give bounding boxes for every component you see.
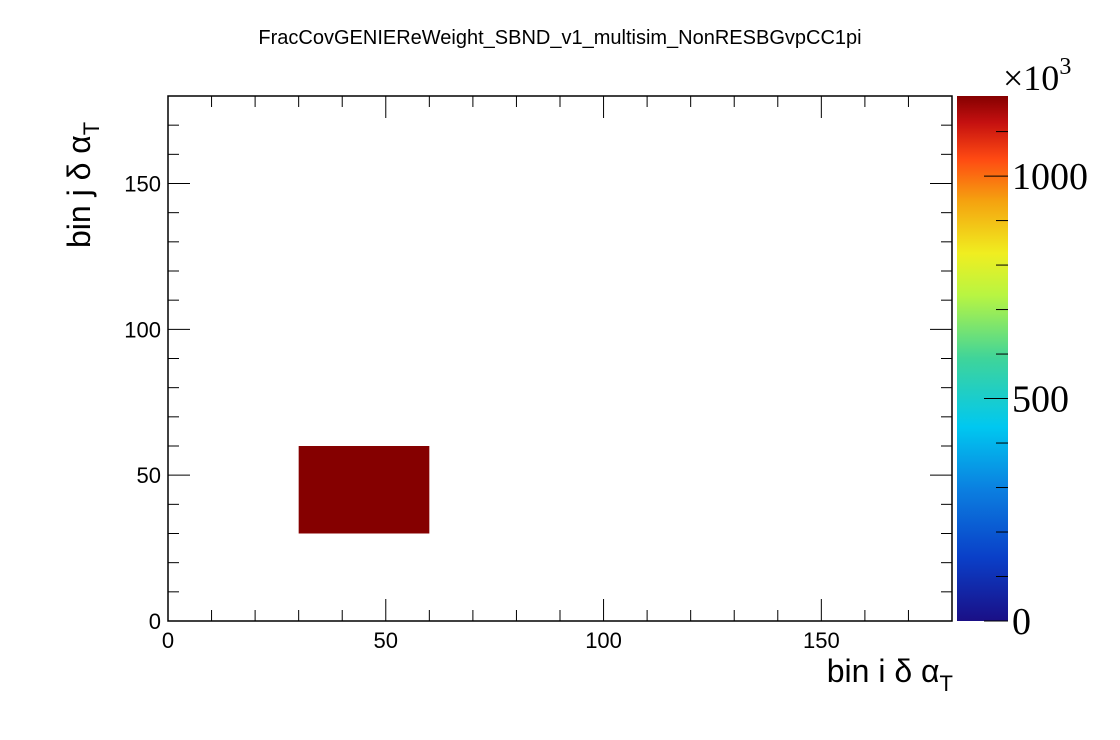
- y-tick-label-0: 0: [149, 609, 161, 634]
- colorbar-tick-label-1000: 1000: [1012, 156, 1088, 198]
- colorbar-exponent-power: 3: [1059, 54, 1071, 80]
- x-tick-label-50: 50: [374, 628, 398, 653]
- y-axis-label: bin j δ αT: [61, 122, 104, 248]
- plot-area: [298, 446, 430, 534]
- plot-frame: [167, 95, 953, 622]
- x-tick-label-100: 100: [585, 628, 622, 653]
- y-axis-label-subscript: T: [79, 122, 104, 135]
- axes: 0 50 100 150 0 50 100 150: [124, 95, 953, 653]
- y-axis-label-main: bin j δ α: [61, 135, 97, 248]
- y-tick-label-100: 100: [124, 317, 161, 342]
- colorbar-tick-label-0: 0: [1012, 601, 1031, 643]
- x-axis-label-main: bin i δ α: [827, 653, 940, 689]
- colorbar-exponent-base: ×10: [1003, 58, 1059, 98]
- heatmap-cell-0: [298, 446, 430, 534]
- y-tick-label-150: 150: [124, 172, 161, 197]
- x-tick-label-0: 0: [162, 628, 174, 653]
- colorbar-gradient: [957, 96, 1008, 621]
- colorbar-tick-label-500: 500: [1012, 379, 1069, 421]
- y-tick-label-50: 50: [137, 463, 161, 488]
- chart-title: FracCovGENIEReWeight_SBND_v1_multisim_No…: [258, 27, 861, 49]
- x-axis-label: bin i δ αT: [827, 653, 953, 696]
- x-tick-label-150: 150: [803, 628, 840, 653]
- color-scale: 0 500 1000: [957, 96, 1088, 643]
- colorbar-exponent: ×103: [1003, 54, 1071, 98]
- x-axis-label-subscript: T: [940, 671, 953, 696]
